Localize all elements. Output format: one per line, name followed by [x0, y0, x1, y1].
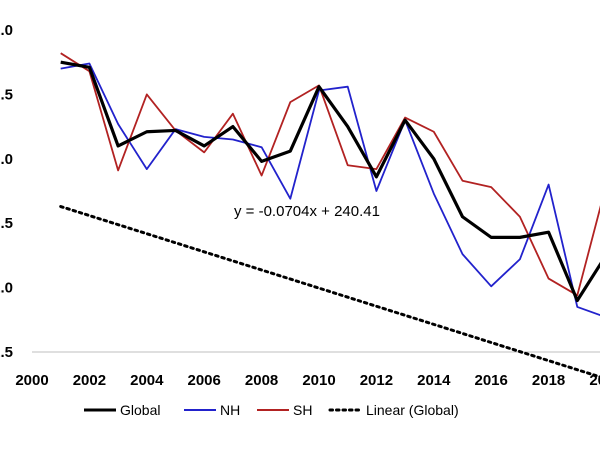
legend-label: Linear (Global) — [366, 402, 459, 418]
x-tick-label: 2008 — [245, 372, 278, 389]
x-tick-label: 2004 — [130, 372, 164, 389]
series-line-sh — [60, 52, 600, 297]
y-tick-label: -1.5 — [0, 344, 13, 361]
series-layer — [59, 52, 600, 379]
series-line-global — [60, 60, 600, 303]
series-line-nh — [60, 62, 600, 317]
x-tick-label: 2002 — [73, 372, 106, 389]
x-tick-label: 2018 — [532, 372, 565, 389]
x-tick-label: 2012 — [360, 372, 393, 389]
x-axis-tick-labels: 2000 2002 2004 2006 2008 2010 2012 2014 2016 2018… — [15, 372, 600, 389]
trendline-equation: y = -0.0704x + 240.41 — [234, 203, 380, 220]
y-tick-label: -1.0 — [0, 280, 13, 297]
x-tick-label: 2014 — [417, 372, 451, 389]
y-tick-label: 1.0 — [0, 22, 13, 39]
x-tick-label: 2000 — [15, 372, 48, 389]
y-tick-label: 0.5 — [0, 86, 13, 103]
legend-label: SH — [293, 402, 312, 418]
x-tick-label: 2010 — [302, 372, 335, 389]
legend: Global NH SH Linear (Global) — [84, 402, 459, 418]
x-tick-label: 2006 — [188, 372, 221, 389]
x-tick-label: 2020 — [589, 372, 600, 389]
legend-label: NH — [220, 402, 240, 418]
legend-label: Global — [120, 402, 160, 418]
y-tick-label: -0.5 — [0, 215, 13, 232]
y-axis-tick-labels: 1.0 0.5 0.0 -0.5 -1.0 -1.5 — [0, 22, 13, 361]
y-tick-label: 0.0 — [0, 151, 13, 168]
x-tick-label: 2016 — [475, 372, 508, 389]
series-line-trend — [59, 205, 600, 379]
